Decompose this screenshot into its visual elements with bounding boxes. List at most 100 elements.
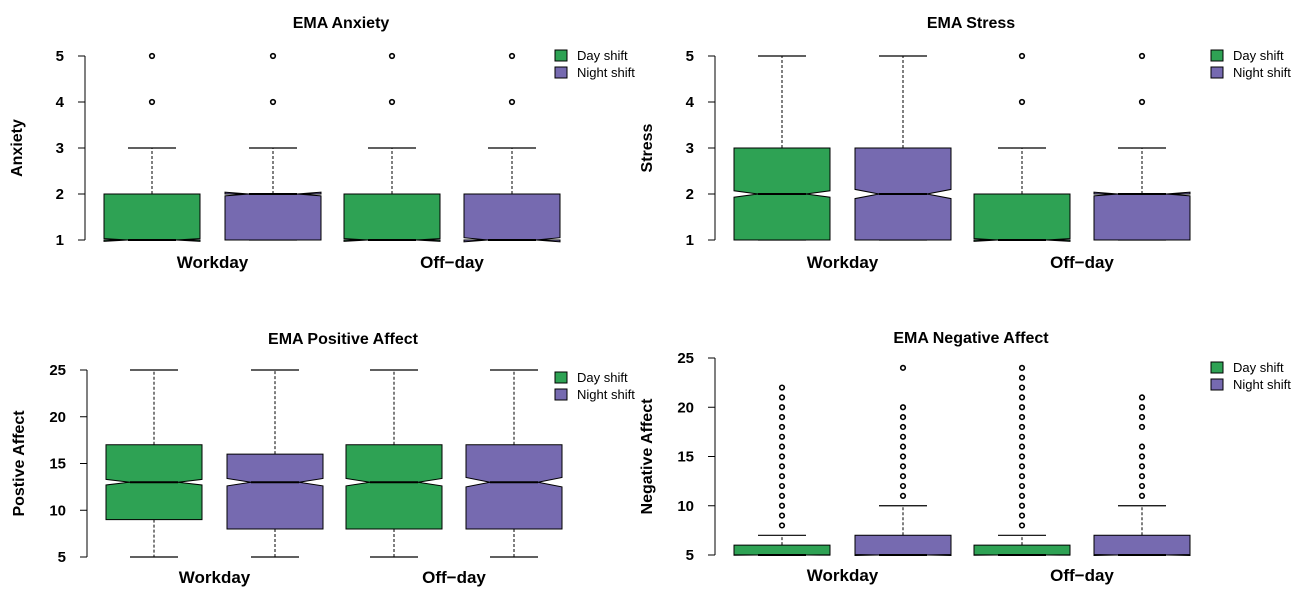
box-night-offday [463,52,561,243]
outlier-point [1138,453,1146,460]
outlier-point [388,52,396,60]
chart-title: EMA Positive Affect [268,331,419,348]
outlier-point [1018,522,1026,529]
legend-label: Day shift [577,370,628,385]
y-tick-label: 2 [56,186,64,203]
outlier-point [778,414,786,421]
box-night-workday [226,369,324,558]
x-group-label: Off−day [420,253,484,272]
box-day-workday [103,52,201,242]
legend-swatch [1210,361,1224,374]
outlier-point [388,98,396,106]
outlier-point [1018,384,1026,391]
box-body [733,544,831,556]
y-tick-label: 20 [677,399,694,416]
box-night-offday [465,369,563,558]
legend-swatch [554,66,568,79]
legend-label: Night shift [577,387,635,402]
box-body [224,191,322,241]
outlier-point [1018,453,1026,460]
y-tick-label: 10 [677,498,694,515]
outlier-point [899,463,907,470]
chart-panel-3: EMA Positive Affect 5 10 15 20 25 Postive Affe… [11,331,635,587]
outlier-point [1018,414,1026,421]
box-body [345,444,443,530]
y-tick-label: 5 [686,48,694,65]
outlier-point [899,423,907,431]
box-body [463,193,561,243]
legend-swatch [1210,49,1224,62]
outlier-point [899,473,907,480]
outlier-point [1138,463,1146,470]
y-tick-label: 4 [56,94,65,111]
outlier-point [1018,482,1026,490]
box-body [343,193,441,242]
outlier-point [1138,492,1146,500]
y-tick-label: 25 [677,350,694,367]
y-tick-label: 15 [49,456,66,473]
box-day-workday [733,55,831,241]
outlier-point [899,453,907,460]
outlier-point [899,364,907,371]
outlier-point [1018,98,1026,106]
outlier-point [778,522,786,529]
y-tick-label: 1 [686,232,694,249]
y-tick-label: 5 [58,549,66,566]
box-day-offday [973,52,1071,242]
x-group-label: Off−day [1050,253,1114,272]
x-group-label: Workday [807,566,879,585]
box-body [973,193,1071,242]
box-body [103,193,201,242]
legend: Day shift Night shift [554,370,635,402]
outlier-point [1018,502,1026,509]
outlier-point [1018,443,1026,450]
legend-swatch [1210,378,1224,391]
outlier-point [778,502,786,509]
box-body [226,453,324,530]
outlier-point [899,492,907,500]
outlier-point [1138,473,1146,480]
box-night-workday [854,55,952,241]
box-body [1093,191,1191,241]
chart-panel-4: EMA Negative Affect 5 10 15 20 25 Negative Aff… [639,330,1291,585]
legend: Day shift Night shift [1210,48,1291,80]
outlier-point [778,512,786,519]
outlier-point [1138,98,1146,106]
y-tick-label: 4 [686,94,695,111]
outlier-point [1018,394,1026,401]
y-axis-label: Negative Affect [639,398,656,515]
box-day-offday [345,369,443,558]
outlier-point [1018,364,1026,371]
legend-swatch [554,388,568,401]
outlier-point [508,98,516,106]
legend-swatch [554,49,568,62]
outlier-point [1138,404,1146,411]
legend-label: Night shift [577,65,635,80]
outlier-point [899,404,907,411]
box-body [465,444,563,530]
box-day-workday [105,369,203,558]
outlier-point [1018,512,1026,519]
x-group-label: Off−day [422,568,486,587]
outlier-point [1138,482,1146,490]
outlier-point [1018,473,1026,480]
outlier-point [148,52,156,60]
y-axis-label: Postive Affect [11,410,28,517]
outlier-point [899,433,907,440]
legend-label: Day shift [1233,360,1284,375]
y-axis-label: Anxiety [9,119,26,177]
x-group-label: Workday [177,253,249,272]
outlier-point [778,473,786,480]
outlier-point [778,404,786,411]
outlier-point [778,482,786,490]
outlier-point [778,394,786,401]
y-tick-label: 5 [686,547,694,564]
chart-panel-1: EMA Anxiety 1 2 3 4 5 Anxiety Workday Off−day Day… [9,15,635,272]
legend: Day shift Night shift [554,48,635,80]
legend-label: Day shift [1233,48,1284,63]
outlier-point [899,443,907,450]
outlier-point [1138,52,1146,60]
outlier-point [1018,52,1026,60]
y-tick-label: 25 [49,362,66,379]
